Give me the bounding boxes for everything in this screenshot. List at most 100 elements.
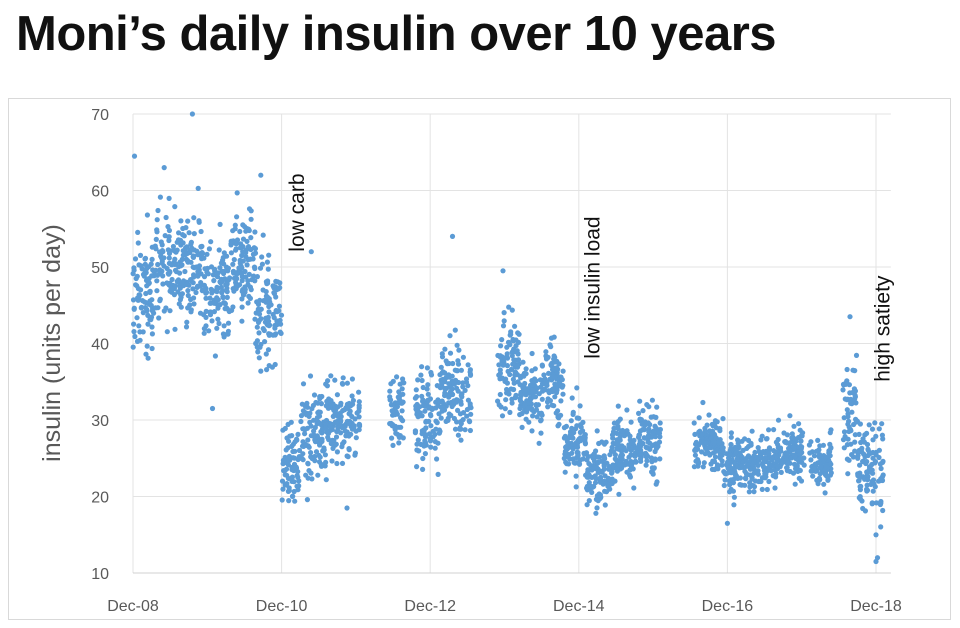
data-point xyxy=(432,431,438,437)
y-tick-label: 20 xyxy=(91,490,109,507)
data-point xyxy=(519,424,525,430)
data-point xyxy=(467,367,473,373)
data-point xyxy=(356,421,362,427)
data-point xyxy=(198,228,204,235)
data-point xyxy=(254,274,260,280)
data-point xyxy=(878,500,884,506)
data-point xyxy=(234,271,240,277)
data-point xyxy=(422,438,428,444)
data-point xyxy=(266,318,272,324)
data-point xyxy=(167,308,173,314)
data-point xyxy=(722,477,728,483)
y-tick-label: 70 xyxy=(91,107,109,124)
data-point xyxy=(616,491,622,497)
data-point xyxy=(316,452,322,458)
data-point xyxy=(242,286,248,293)
data-point xyxy=(220,255,226,261)
data-point xyxy=(649,397,656,403)
data-point xyxy=(233,247,239,253)
data-point xyxy=(499,337,505,343)
data-point xyxy=(230,304,236,310)
data-point xyxy=(237,228,243,235)
data-point xyxy=(504,351,510,357)
data-point xyxy=(727,452,733,458)
data-point xyxy=(323,477,329,483)
data-point xyxy=(302,427,308,433)
data-point xyxy=(188,309,194,315)
data-point xyxy=(784,464,790,471)
data-point xyxy=(330,445,336,451)
data-point xyxy=(211,272,217,278)
data-point xyxy=(300,381,307,387)
data-point xyxy=(198,244,204,250)
data-point xyxy=(160,281,166,287)
data-point xyxy=(766,478,772,485)
data-point xyxy=(792,454,798,460)
data-point xyxy=(446,360,452,367)
data-point xyxy=(145,321,151,327)
data-point xyxy=(182,268,188,275)
data-point xyxy=(735,475,741,481)
data-point xyxy=(445,417,451,423)
data-point xyxy=(262,339,268,345)
data-point xyxy=(506,304,512,310)
data-point xyxy=(546,370,552,376)
data-point xyxy=(215,270,221,276)
data-point xyxy=(155,261,161,268)
data-point xyxy=(340,375,346,381)
data-point xyxy=(203,295,209,301)
data-point xyxy=(190,264,196,270)
data-point xyxy=(448,390,455,396)
data-point xyxy=(460,417,466,423)
data-point xyxy=(853,400,859,406)
data-point xyxy=(256,355,262,361)
y-axis-ticks: 10 20 30 40 50 60 70 xyxy=(91,107,109,583)
data-point xyxy=(645,439,651,445)
data-point xyxy=(501,310,507,316)
data-point xyxy=(468,411,474,417)
data-point xyxy=(279,478,286,484)
data-point xyxy=(543,356,550,362)
data-point xyxy=(507,342,513,348)
data-point xyxy=(571,430,577,436)
data-point xyxy=(522,401,528,408)
data-point xyxy=(639,421,645,427)
data-point xyxy=(850,389,856,396)
data-point xyxy=(236,265,242,271)
data-point xyxy=(624,469,630,475)
data-point xyxy=(522,380,528,387)
data-point xyxy=(818,464,825,470)
data-point xyxy=(339,460,346,466)
data-point xyxy=(589,484,596,490)
data-point xyxy=(458,367,464,373)
data-point xyxy=(148,314,155,320)
data-point xyxy=(812,461,818,467)
data-point xyxy=(791,436,798,442)
data-point xyxy=(346,447,352,453)
data-point xyxy=(517,405,523,412)
data-point xyxy=(856,477,862,484)
data-point xyxy=(188,241,194,247)
data-point xyxy=(821,481,827,487)
data-point xyxy=(145,355,151,361)
data-point xyxy=(277,329,283,335)
data-point xyxy=(137,337,143,343)
data-point xyxy=(349,376,355,382)
data-point xyxy=(878,465,884,472)
data-point xyxy=(312,439,319,445)
data-point xyxy=(184,319,190,325)
data-point xyxy=(515,339,522,345)
data-point xyxy=(323,424,329,431)
data-point xyxy=(252,278,258,284)
data-point xyxy=(232,222,238,228)
data-point xyxy=(866,422,872,428)
data-point xyxy=(699,431,705,437)
data-point xyxy=(841,415,847,421)
data-point xyxy=(198,280,204,286)
data-point xyxy=(615,403,621,409)
data-point xyxy=(451,401,457,407)
data-point xyxy=(870,470,876,476)
data-point xyxy=(166,250,173,256)
annotation-label: low carb xyxy=(286,173,309,251)
data-point xyxy=(570,435,576,441)
